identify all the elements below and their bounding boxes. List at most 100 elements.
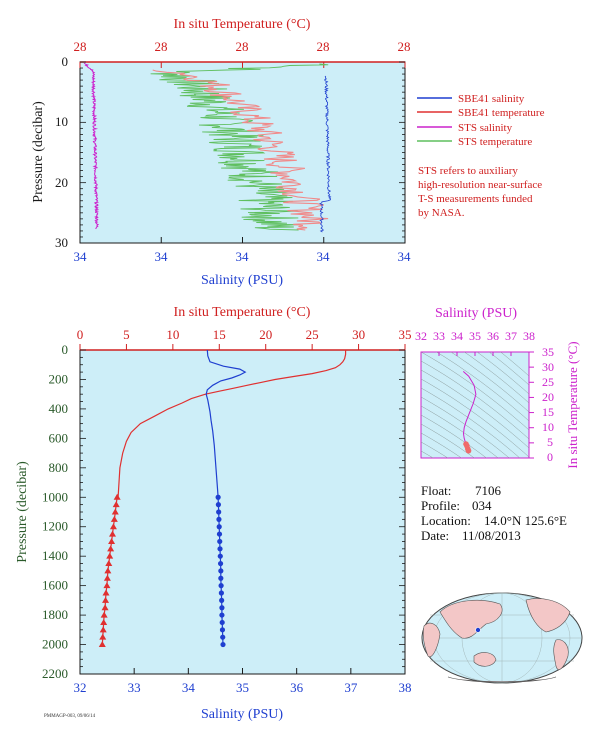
temperature-sample-marker bbox=[103, 574, 111, 581]
legend-label-sbe41-salinity: SBE41 salinity bbox=[458, 93, 525, 105]
float-info-key: Float: bbox=[421, 483, 451, 498]
sts-note: STS refers to auxiliary high-resolution … bbox=[418, 165, 542, 219]
temperature-sample-marker bbox=[103, 582, 111, 589]
temperature-sample-marker bbox=[105, 560, 113, 567]
temperature-sample-marker bbox=[111, 508, 119, 515]
salinity-sample-marker bbox=[219, 619, 225, 626]
sbe41-temperature-trace bbox=[152, 69, 329, 231]
main-temperature-axis-title: In situ Temperature (°C) bbox=[174, 305, 311, 320]
main-pressure-tick-label: 1400 bbox=[42, 548, 68, 563]
main-pressure-tick-label: 0 bbox=[62, 342, 69, 357]
main-pressure-tick-label: 400 bbox=[49, 401, 69, 416]
map-continent-africa bbox=[422, 622, 441, 658]
main-salinity-tick-label: 32 bbox=[74, 680, 87, 695]
salinity-sample-marker bbox=[220, 641, 226, 648]
map-continent-australia bbox=[473, 652, 497, 667]
top-temperature-tick-label: 28 bbox=[236, 39, 249, 54]
ts-salinity-tick-label: 33 bbox=[433, 329, 445, 343]
ts-density-contour bbox=[421, 432, 462, 458]
sts-temperature-trace bbox=[150, 63, 329, 231]
ts-salinity-tick-label: 34 bbox=[451, 329, 463, 343]
main-pressure-tick-label: 1600 bbox=[42, 578, 68, 593]
ts-density-contour bbox=[500, 352, 529, 377]
ts-density-contour bbox=[421, 414, 487, 458]
temperature-sample-marker bbox=[99, 626, 107, 633]
ts-temperature-tick-label: 30 bbox=[542, 360, 554, 374]
sts-note-line: STS refers to auxiliary bbox=[418, 165, 518, 177]
main-pressure-tick-label: 1000 bbox=[42, 489, 68, 504]
temperature-sample-marker bbox=[109, 523, 117, 530]
main-pressure-tick-label: 1200 bbox=[42, 519, 68, 534]
map-continent-north-america bbox=[525, 598, 571, 633]
ts-temperature-axis-title: In situ Temperature (°C) bbox=[565, 341, 580, 468]
sbe41-salinity-trace bbox=[319, 75, 332, 233]
ts-temperature-tick-label: 35 bbox=[542, 345, 554, 359]
main-profile-traces bbox=[98, 349, 347, 648]
footer-code: PMMAGP-003, 09/06/14 bbox=[44, 714, 96, 719]
temperature-sample-marker bbox=[110, 515, 118, 522]
top-plot-area bbox=[79, 61, 406, 244]
main-pressure-tick-label: 600 bbox=[49, 430, 69, 445]
main-salinity-tick-label: 36 bbox=[290, 680, 304, 695]
top-legend: SBE41 salinity SBE41 temperature STS sal… bbox=[417, 93, 545, 148]
ts-density-contours bbox=[421, 352, 529, 458]
ts-temperature-tick-label: 5 bbox=[547, 435, 553, 449]
ts-density-contour bbox=[421, 378, 529, 458]
float-info-value: 14.0°N 125.6°E bbox=[484, 513, 567, 528]
ts-density-contour bbox=[421, 396, 510, 458]
main-salinity-tick-label: 34 bbox=[182, 680, 196, 695]
ts-temperature-tick-labels: 35 30 25 20 15 10 5 0 bbox=[542, 345, 554, 464]
ts-density-contour bbox=[421, 352, 529, 431]
salinity-sample-marker bbox=[217, 553, 223, 559]
salinity-sample-marker bbox=[216, 531, 223, 537]
ts-panel: Salinity (PSU) 32 33 34 35 36 37 38 35 3… bbox=[415, 306, 580, 469]
ts-density-contour bbox=[476, 352, 529, 395]
top-salinity-tick-label: 34 bbox=[317, 249, 331, 264]
float-info-value: 7106 bbox=[475, 483, 502, 498]
salinity-sample-marker bbox=[216, 509, 222, 515]
main-pressure-axis-title: Pressure (decibar) bbox=[15, 461, 30, 563]
salinity-sample-marker bbox=[216, 524, 222, 530]
salinity-sample-marker bbox=[218, 575, 224, 581]
temperature-sample-marker bbox=[98, 641, 106, 648]
temperature-sample-marker bbox=[104, 567, 112, 574]
ts-density-contour bbox=[421, 405, 499, 458]
salinity-sample-marker bbox=[218, 583, 224, 589]
ts-salinity-tick-label: 38 bbox=[523, 329, 535, 343]
temperature-sample-marker bbox=[100, 618, 108, 625]
ts-density-contour bbox=[463, 352, 529, 404]
salinity-sample-marker bbox=[215, 494, 221, 500]
temperature-sample-marker bbox=[102, 596, 110, 603]
float-info-value: 11/08/2013 bbox=[462, 528, 521, 543]
top-pressure-axis-title: Pressure (decibar) bbox=[31, 101, 46, 203]
world-map bbox=[421, 592, 583, 684]
top-temperature-tick-labels: 28 28 28 28 28 bbox=[74, 39, 411, 54]
float-info-key: Date: bbox=[421, 528, 449, 543]
main-panel: In situ Temperature (°C) Salinity (PSU) … bbox=[15, 305, 412, 722]
temperature-sample-marker bbox=[107, 545, 115, 552]
top-salinity-axis-title: Salinity (PSU) bbox=[201, 273, 283, 288]
ts-temperature-tick-label: 25 bbox=[542, 375, 554, 389]
ts-salinity-tick-label: 36 bbox=[487, 329, 499, 343]
main-temperature-tick-label: 5 bbox=[123, 327, 130, 342]
ts-salinity-axis-title: Salinity (PSU) bbox=[435, 306, 517, 321]
ts-density-contour bbox=[421, 369, 529, 449]
ts-density-contour bbox=[421, 387, 521, 458]
temperature-sample-marker bbox=[106, 552, 114, 559]
sts-note-line: T-S measurements funded bbox=[418, 193, 533, 205]
temperature-sample-marker bbox=[101, 604, 109, 611]
ts-density-contour bbox=[421, 423, 475, 458]
top-panel: In situ Temperature (°C) 28 28 28 28 28 … bbox=[31, 17, 545, 288]
ts-temperature-tick-label: 20 bbox=[542, 390, 554, 404]
top-temperature-tick-label: 28 bbox=[74, 39, 87, 54]
main-salinity-tick-label: 38 bbox=[399, 680, 412, 695]
salinity-sample-marker bbox=[217, 546, 223, 552]
salinity-sample-marker bbox=[219, 597, 225, 603]
ts-plot-area bbox=[420, 351, 530, 459]
salinity-sample-marker bbox=[218, 568, 224, 574]
top-pressure-tick-labels: 0 10 20 30 bbox=[55, 54, 68, 250]
map-continents bbox=[422, 598, 571, 683]
salinity-sample-marker bbox=[218, 590, 224, 596]
main-pressure-tick-label: 2000 bbox=[42, 637, 68, 652]
